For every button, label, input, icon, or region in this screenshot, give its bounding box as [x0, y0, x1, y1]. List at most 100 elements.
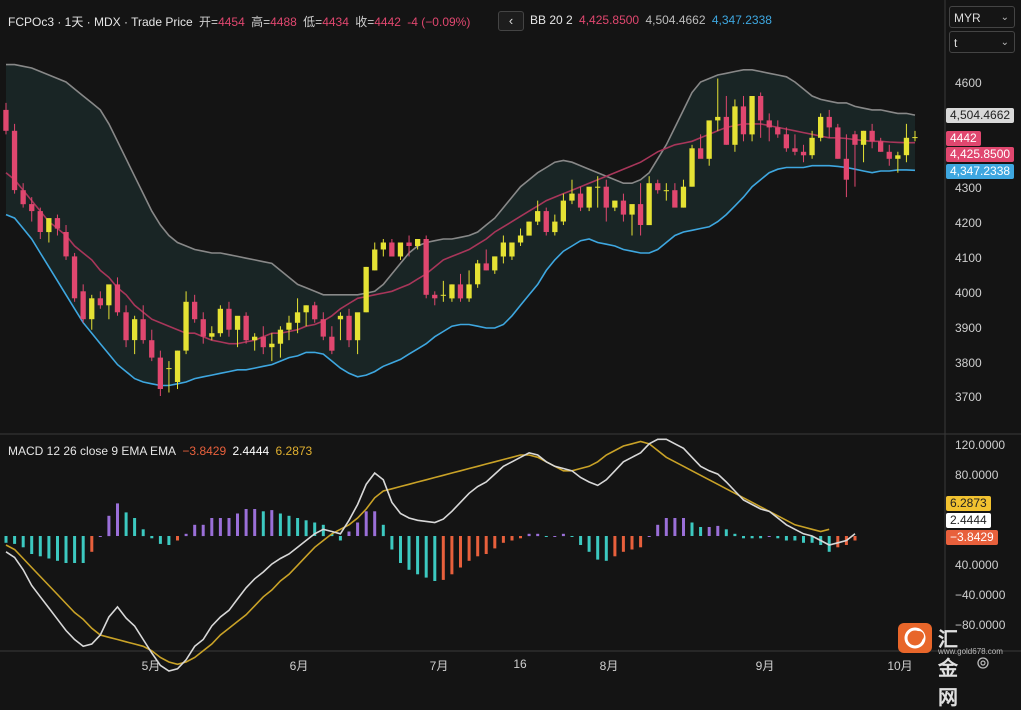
- candle-body: [835, 127, 841, 159]
- bollinger-band-lines: [5, 63, 916, 387]
- candle-body: [706, 120, 712, 159]
- candle-body: [397, 242, 404, 257]
- macd-signal-tag: 6.2873: [946, 496, 991, 511]
- bb-lower-value: 4,347.2338: [711, 13, 772, 27]
- change-value: -4 (−0.09%): [407, 15, 471, 29]
- macd-histogram-bar: [802, 536, 805, 543]
- last-price-tag: 4442: [946, 131, 981, 146]
- candle-body: [406, 242, 412, 246]
- candle-body: [89, 298, 95, 320]
- settings-gear-icon[interactable]: [976, 656, 990, 670]
- chart-canvas[interactable]: [0, 0, 1021, 678]
- open-label: 开=: [199, 15, 219, 29]
- macd-histogram-bar: [836, 536, 840, 548]
- macd-histogram-bar: [604, 536, 608, 561]
- macd-histogram-bar: [853, 536, 857, 541]
- macd-histogram-bar: [399, 536, 402, 563]
- macd-histogram-bar: [613, 536, 617, 557]
- close-label: 收=: [355, 15, 375, 29]
- candle-body: [783, 134, 789, 149]
- macd-histogram-bar: [647, 536, 651, 537]
- symbol-label[interactable]: FCPOc3 · 1天 · MDX · Trade Price: [8, 15, 193, 29]
- macd-histogram-bar: [467, 536, 471, 561]
- bb-label: BB 20 2: [530, 13, 573, 27]
- candle-body: [457, 284, 464, 299]
- macd-histogram-bar: [227, 518, 231, 536]
- macd-histogram-bar: [630, 536, 634, 550]
- candle-body: [97, 298, 103, 306]
- macd-histogram-bar: [699, 527, 703, 536]
- time-tick: 16: [513, 657, 527, 671]
- macd-histogram-bar: [416, 536, 420, 575]
- macd-tick: 80.0000: [955, 468, 999, 482]
- macd-line: [5, 438, 856, 672]
- price-tick: 4200: [955, 216, 982, 230]
- currency-select[interactable]: MYR ⌄: [949, 6, 1015, 28]
- macd-histogram-bar: [459, 536, 462, 568]
- candle-body: [432, 294, 438, 299]
- currency-value: MYR: [954, 11, 981, 25]
- candle-body: [277, 329, 284, 344]
- candle-body: [192, 301, 198, 320]
- macd-signal-line: [5, 440, 830, 666]
- macd-legend[interactable]: MACD 12 26 close 9 EMA EMA −3.8429 2.444…: [8, 444, 315, 458]
- low-value: 4434: [322, 15, 349, 29]
- macd-histogram-bar: [759, 536, 763, 539]
- macd-histogram-bar: [827, 536, 831, 552]
- macd-histogram-bar: [776, 536, 780, 539]
- macd-tick: −80.0000: [955, 618, 1006, 632]
- macd-histogram-bar: [690, 522, 694, 536]
- candle-body: [243, 315, 249, 341]
- candle-body: [595, 186, 601, 188]
- candle-body: [337, 315, 344, 320]
- macd-hist-tag: −3.8429: [946, 530, 998, 545]
- macd-histogram-bar: [141, 529, 145, 537]
- macd-histogram-bar: [158, 536, 162, 544]
- macd-histogram-bar: [527, 533, 531, 537]
- candle-body: [415, 239, 421, 246]
- candle-body: [577, 193, 584, 208]
- close-value: 4442: [374, 15, 401, 29]
- candle-body: [740, 106, 747, 135]
- candle-body: [149, 340, 155, 358]
- macd-histogram-bar: [381, 524, 385, 537]
- collapse-legend-button[interactable]: ‹: [498, 11, 524, 31]
- candle-body: [475, 263, 481, 285]
- candle-body: [826, 116, 832, 128]
- macd-histogram-bar: [244, 509, 248, 536]
- candlestick-series: [3, 78, 918, 396]
- price-tick: 3900: [955, 321, 982, 335]
- macd-histogram-bar: [767, 536, 771, 537]
- macd-histogram-bar: [742, 536, 745, 539]
- macd-histogram-bar: [707, 527, 711, 536]
- price-grid: [0, 0, 1021, 652]
- macd-histogram-bar: [116, 503, 119, 536]
- macd-histogram-bar: [330, 533, 334, 537]
- bb-upper-line: [6, 63, 916, 296]
- unit-select[interactable]: t ⌄: [949, 31, 1015, 53]
- macd-histogram-bar: [561, 533, 565, 537]
- candle-body: [466, 284, 472, 299]
- logo-url: www.gold678.com: [938, 647, 1003, 656]
- candle-body: [552, 221, 558, 233]
- candle-body: [252, 336, 258, 341]
- macd-histogram-bar: [81, 536, 85, 563]
- candle-body: [372, 249, 378, 271]
- candle-body: [166, 368, 172, 370]
- macd-histogram-bar: [218, 518, 222, 536]
- candle-body: [723, 116, 729, 145]
- candle-body: [174, 350, 181, 382]
- candle-body: [354, 312, 361, 341]
- macd-histogram-bar: [90, 536, 94, 552]
- macd-histogram-bar: [424, 536, 428, 578]
- bollinger-legend[interactable]: BB 20 2 4,425.8500 4,504.4662 4,347.2338: [530, 13, 775, 27]
- macd-histogram-bar: [664, 518, 668, 536]
- candle-body: [792, 148, 798, 152]
- candle-body: [226, 308, 232, 330]
- chevron-down-icon: ⌄: [1000, 12, 1009, 23]
- candle-body: [689, 148, 695, 187]
- candle-body: [569, 193, 575, 201]
- macd-histogram-bar: [210, 518, 214, 536]
- candle-body: [869, 130, 875, 142]
- candle-body: [509, 242, 515, 257]
